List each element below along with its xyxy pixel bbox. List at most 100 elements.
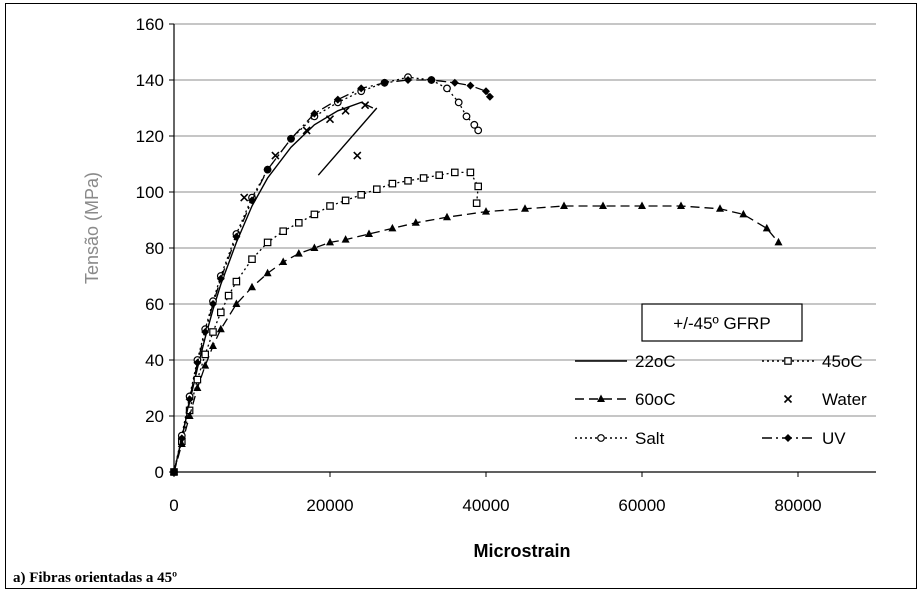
data-point-salt bbox=[443, 84, 451, 93]
data-point-uv bbox=[263, 165, 272, 174]
data-point-60oc bbox=[638, 201, 646, 209]
x-tick-label: 0 bbox=[169, 496, 178, 515]
data-point-45oc bbox=[279, 227, 288, 236]
legend-label: 22oC bbox=[635, 352, 676, 371]
series-22oc bbox=[173, 101, 374, 473]
data-point-60oc bbox=[263, 268, 272, 277]
legend-label: UV bbox=[822, 429, 846, 448]
legend-item-22oc: 22oC bbox=[575, 352, 676, 371]
data-point-uv bbox=[209, 300, 217, 308]
data-point-60oc bbox=[365, 229, 373, 237]
legend-swatch-marker bbox=[784, 357, 792, 365]
data-point-45oc bbox=[224, 291, 233, 300]
data-point-60oc bbox=[279, 257, 288, 265]
data-point-water bbox=[353, 151, 362, 160]
data-point-60oc bbox=[739, 209, 748, 218]
legend-swatch-marker bbox=[597, 394, 605, 402]
data-point-45oc bbox=[472, 199, 481, 208]
data-point-60oc bbox=[216, 324, 225, 333]
data-point-water bbox=[325, 115, 335, 124]
data-point-60oc bbox=[185, 411, 194, 419]
data-point-water bbox=[271, 151, 280, 160]
data-point-60oc bbox=[716, 204, 724, 212]
data-point-uv bbox=[193, 358, 202, 367]
series-uv bbox=[170, 76, 494, 476]
x-tick-label: 80000 bbox=[774, 496, 821, 515]
y-tick-label: 0 bbox=[155, 463, 164, 482]
data-point-uv bbox=[185, 395, 194, 404]
data-point-uv bbox=[248, 196, 256, 205]
data-point-60oc bbox=[209, 341, 217, 349]
series-60oc bbox=[170, 201, 783, 475]
data-point-45oc bbox=[404, 177, 412, 185]
legend: +/-45º GFRP 22oC 45oC 60oC Water Salt UV bbox=[575, 303, 867, 448]
series-line-salt bbox=[173, 76, 479, 473]
legend-label: 60oC bbox=[635, 390, 676, 409]
data-point-45oc bbox=[201, 350, 210, 359]
y-tick-label: 60 bbox=[145, 295, 164, 314]
data-point-uv bbox=[201, 328, 210, 336]
legend-item-45oc: 45oC bbox=[762, 352, 863, 371]
legend-item-uv: UV bbox=[762, 429, 846, 448]
data-point-salt bbox=[454, 98, 463, 107]
data-point-60oc bbox=[294, 249, 303, 257]
data-point-60oc bbox=[560, 201, 568, 209]
data-point-uv bbox=[177, 434, 186, 443]
data-point-60oc bbox=[248, 282, 256, 291]
data-point-uv bbox=[232, 232, 241, 241]
y-tick-label: 80 bbox=[145, 239, 164, 258]
data-point-60oc bbox=[762, 223, 771, 232]
y-tick-label: 140 bbox=[136, 71, 164, 90]
series-water bbox=[240, 101, 370, 202]
legend-label: Water bbox=[822, 390, 867, 409]
y-tick-label: 120 bbox=[136, 127, 164, 146]
legend-item-60oc: 60oC bbox=[575, 390, 676, 409]
series-45oc bbox=[170, 168, 483, 476]
data-point-60oc bbox=[482, 207, 490, 215]
legend-swatch-marker bbox=[784, 434, 792, 442]
data-point-water bbox=[240, 193, 249, 202]
legend-title-box bbox=[641, 303, 803, 342]
data-point-60oc bbox=[774, 237, 783, 246]
data-point-45oc bbox=[295, 219, 303, 227]
data-point-45oc bbox=[373, 185, 381, 194]
data-point-45oc bbox=[209, 328, 217, 336]
y-tick-label: 40 bbox=[145, 351, 164, 370]
data-point-45oc bbox=[357, 191, 366, 199]
data-point-45oc bbox=[193, 375, 202, 384]
y-axis-title: Tensão (MPa) bbox=[82, 172, 102, 284]
y-tick-label: 160 bbox=[136, 15, 164, 34]
data-point-45oc bbox=[232, 277, 241, 286]
data-point-uv bbox=[482, 87, 490, 96]
legend-item-water: Water bbox=[783, 390, 867, 409]
data-point-60oc bbox=[521, 204, 529, 212]
data-point-uv bbox=[404, 76, 412, 84]
data-point-45oc bbox=[217, 308, 225, 317]
data-point-60oc bbox=[341, 235, 350, 243]
data-point-60oc bbox=[599, 201, 607, 209]
legend-swatch-marker bbox=[783, 394, 793, 404]
data-point-salt bbox=[470, 120, 479, 129]
data-point-45oc bbox=[466, 168, 475, 177]
data-point-water bbox=[361, 101, 370, 110]
data-point-uv bbox=[380, 78, 389, 87]
legend-swatch-marker bbox=[597, 434, 605, 442]
series-salt bbox=[170, 73, 483, 476]
data-point-uv bbox=[170, 468, 178, 476]
data-point-60oc bbox=[411, 218, 420, 226]
data-point-uv bbox=[216, 274, 225, 283]
data-point-uv bbox=[450, 78, 459, 87]
data-point-salt bbox=[462, 112, 471, 121]
x-axis-title: Microstrain bbox=[473, 541, 570, 561]
data-point-45oc bbox=[310, 210, 319, 219]
data-point-45oc bbox=[419, 174, 428, 182]
data-point-uv bbox=[466, 81, 475, 90]
series-line-45oc bbox=[173, 171, 479, 473]
data-point-uv bbox=[485, 92, 494, 101]
x-tick-label: 60000 bbox=[618, 496, 665, 515]
data-point-45oc bbox=[326, 202, 334, 210]
data-point-45oc bbox=[388, 179, 397, 188]
data-point-45oc bbox=[248, 255, 256, 264]
series-line-22oc bbox=[173, 101, 374, 473]
data-point-45oc bbox=[435, 171, 444, 180]
